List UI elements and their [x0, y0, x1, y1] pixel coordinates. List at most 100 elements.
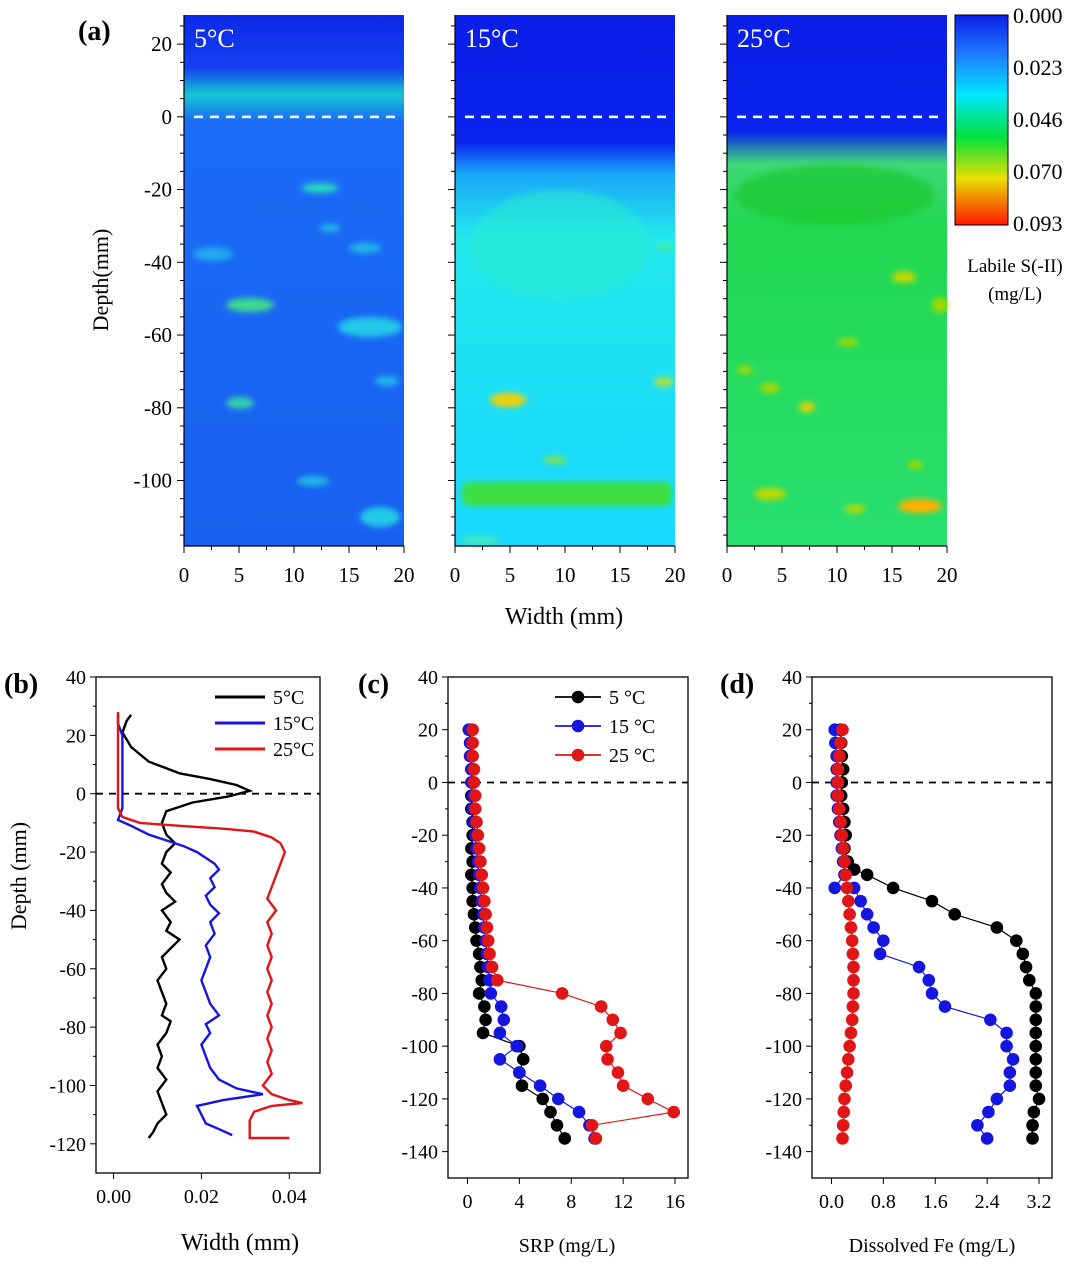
- heatmap-x-tick-label: 0: [722, 563, 733, 587]
- data-point-25c: [840, 1066, 854, 1079]
- x-tick-label: 3.2: [1027, 1191, 1052, 1213]
- data-point-15c: [971, 1118, 984, 1132]
- heatmap-25c-label: 25°C: [737, 24, 791, 53]
- data-point-25c: [481, 934, 495, 947]
- data-point-5c: [1029, 1066, 1043, 1079]
- data-point-15c: [1000, 1039, 1013, 1053]
- colorbar-tick: 0.070: [1013, 159, 1063, 184]
- heatmap-5c-patches: [193, 183, 402, 527]
- data-point-25c: [471, 828, 485, 842]
- data-point-5c: [1029, 1039, 1043, 1053]
- heatmap-5c-image: [184, 15, 404, 546]
- colorbar-label-units: (mg/L): [988, 284, 1042, 305]
- legend-label: 15°C: [273, 713, 314, 735]
- x-tick-label: 0.04: [272, 1186, 307, 1208]
- x-tick-label: 0: [462, 1191, 472, 1213]
- heatmap-x-tick-label: 15: [882, 563, 903, 587]
- y-tick-label: -20: [775, 825, 802, 847]
- data-point-5c: [1026, 1132, 1039, 1145]
- data-point-15c: [572, 1105, 586, 1119]
- panel-label-c: (c): [358, 669, 389, 700]
- data-point-5c: [558, 1132, 572, 1145]
- data-point-25c: [847, 973, 860, 987]
- data-point-25c: [846, 947, 860, 961]
- data-point-15c: [982, 1105, 995, 1119]
- data-point-25c: [842, 1053, 855, 1066]
- y-tick-label: -40: [775, 878, 802, 900]
- panel-label-b: (b): [4, 669, 38, 700]
- y-tick-label: -80: [59, 1017, 86, 1039]
- heatmap-y-tick-label: -60: [144, 323, 172, 347]
- legend-label: 25 °C: [609, 745, 655, 767]
- data-point-25c: [843, 908, 856, 921]
- heatmap-y-tick-label: 20: [151, 32, 172, 56]
- heatmap-x-tick-label: 10: [827, 563, 848, 587]
- data-point-25c: [470, 815, 483, 829]
- data-point-25c: [641, 1092, 655, 1106]
- x-tick-label: 16: [665, 1191, 685, 1213]
- data-point-25c: [834, 736, 847, 750]
- heatmap-x-tick-label: 5: [777, 563, 788, 587]
- colorbar-tick: 0.000: [1013, 3, 1063, 28]
- data-point-25c: [667, 1105, 681, 1119]
- data-point-25c: [585, 1118, 599, 1132]
- plot-frame: [95, 676, 321, 1174]
- data-point-5c: [515, 1079, 529, 1093]
- data-point-25c: [466, 749, 479, 763]
- data-point-5c: [1027, 1105, 1041, 1119]
- data-point-25c: [468, 802, 482, 816]
- heatmap-x-tick-label: 15: [339, 563, 360, 587]
- data-point-15c: [990, 1092, 1004, 1106]
- data-point-5c: [990, 921, 1004, 934]
- data-point-25c: [616, 1079, 630, 1093]
- data-point-25c: [832, 802, 846, 816]
- data-point-5c: [1029, 1026, 1043, 1040]
- data-point-25c: [606, 1013, 620, 1027]
- data-point-5c: [1019, 960, 1033, 974]
- y-tick-label: -140: [765, 1142, 802, 1164]
- data-point-15c: [912, 960, 926, 974]
- data-point-25c: [594, 1000, 608, 1013]
- data-point-15c: [493, 1053, 507, 1066]
- data-point-5c: [478, 1000, 491, 1013]
- y-tick-label: -80: [411, 983, 438, 1005]
- data-point-25c: [614, 1026, 627, 1040]
- legend-marker: [571, 748, 585, 762]
- heatmap-x-tick-label: 10: [555, 563, 576, 587]
- data-point-25c: [844, 1026, 858, 1040]
- y-tick-label: 0: [792, 772, 802, 794]
- data-point-25c: [601, 1053, 614, 1066]
- chart-c: 40 20 0 -20 -40 -60 -80 -100 -120 -140 0 4 8 12 16 5 °C…: [401, 667, 689, 1213]
- y-tick-label: -120: [765, 1089, 802, 1111]
- y-tick-label: -60: [775, 931, 802, 953]
- x-tick-label: 4: [514, 1191, 524, 1213]
- panel-label-a: (a): [78, 16, 111, 47]
- heatmap-25c-patches: [735, 165, 948, 513]
- data-point-25c: [476, 881, 490, 895]
- legend-marker: [571, 719, 585, 733]
- legend-label: 25°C: [273, 739, 314, 761]
- data-point-15c: [873, 947, 887, 961]
- data-point-5c: [476, 1026, 490, 1040]
- heatmap-5c-label: 5°C: [194, 24, 235, 53]
- data-point-5c: [467, 908, 481, 921]
- data-point-25c: [485, 960, 499, 974]
- data-point-25c: [475, 868, 489, 882]
- data-point-25c: [472, 842, 486, 855]
- a-ylabel: Depth(mm): [88, 229, 113, 332]
- data-point-25c: [478, 894, 491, 908]
- data-point-5c: [536, 1092, 550, 1106]
- x-tick-label: 0.8: [871, 1191, 896, 1213]
- y-tick-label: -120: [49, 1134, 86, 1156]
- colorbar-tick: 0.093: [1013, 211, 1063, 236]
- data-point-15c: [867, 921, 880, 934]
- y-tick-label: 0: [76, 784, 86, 806]
- data-point-15c: [1003, 1066, 1017, 1079]
- series-line-5c: [121, 714, 254, 1139]
- data-point-15c: [1003, 1079, 1017, 1093]
- heatmap-x-tick-label: 20: [665, 563, 686, 587]
- colorbar-gradient: [954, 14, 1009, 226]
- series-line-15c: [833, 729, 1014, 1139]
- heatmap-x-tick-label: 5: [505, 563, 516, 587]
- colorbar-label: Labile S(-II): [967, 256, 1062, 277]
